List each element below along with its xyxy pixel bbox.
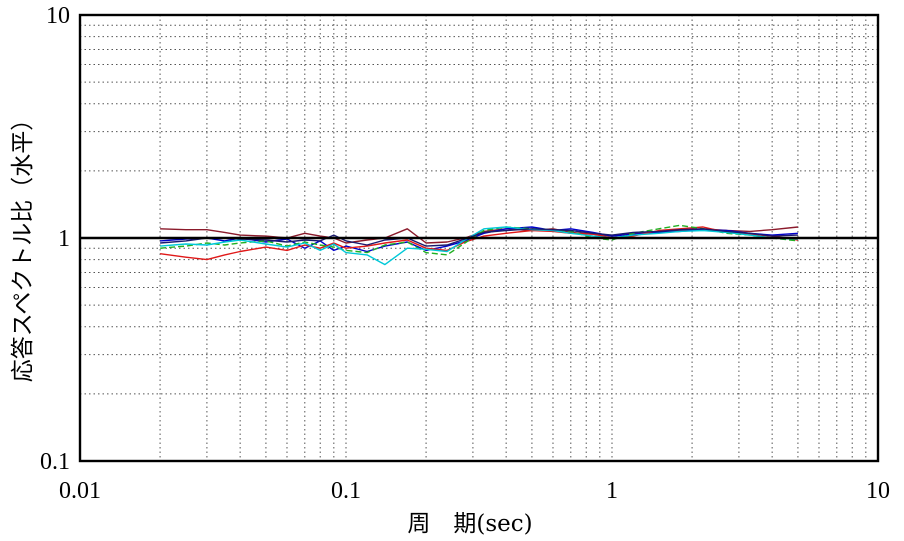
tick-labels: 0.01 0.1 1 10 0.1 1 10 [40, 3, 890, 504]
x-tick-label: 10 [866, 478, 890, 504]
plot-frame [78, 13, 880, 463]
series-layer [160, 224, 799, 266]
y-tick-label: 10 [46, 3, 70, 29]
x-axis-label: 周 期(sec) [407, 511, 532, 537]
series-line-4 [160, 224, 798, 256]
series-line-6 [160, 228, 798, 247]
series-line-1 [160, 226, 798, 244]
y-tick-label: 0.1 [40, 449, 70, 475]
y-axis-label: 応答スペクトル比（水平） [10, 108, 36, 382]
x-tick-label: 1 [606, 478, 618, 504]
x-tick-label: 0.01 [59, 478, 101, 504]
series-line-5 [160, 226, 798, 266]
x-tick-label: 0.1 [331, 478, 361, 504]
y-tick-label: 1 [58, 226, 70, 252]
